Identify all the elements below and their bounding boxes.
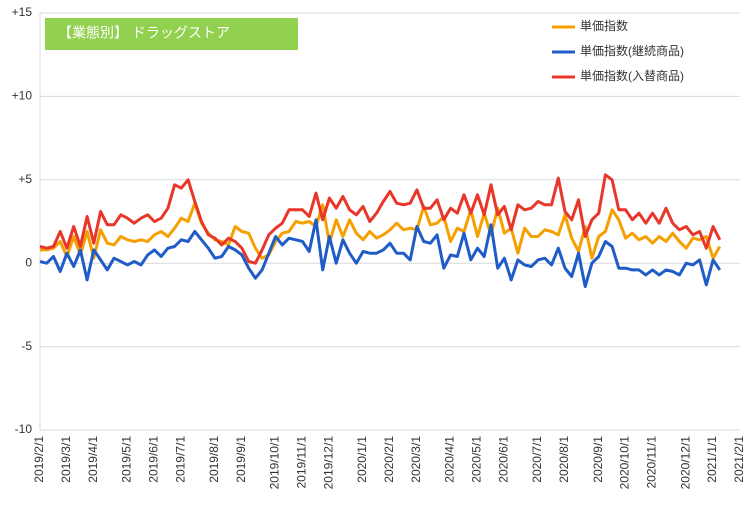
x-tick-label: 2020/7/1: [530, 436, 544, 483]
y-tick-label: 0: [25, 255, 32, 269]
legend-label: 単価指数: [580, 18, 628, 33]
x-tick-label: 2019/6/1: [147, 436, 161, 483]
x-tick-label: 2020/2/1: [382, 436, 396, 483]
x-tick-label: 2019/9/1: [234, 436, 248, 483]
x-tick-label: 2019/5/1: [120, 436, 134, 483]
y-tick-label: +5: [18, 172, 32, 186]
series-line: [40, 201, 722, 260]
legend-label: 単価指数(継続商品): [580, 43, 684, 58]
x-tick-label: 2020/12/1: [678, 436, 692, 490]
x-tick-label: 2019/12/1: [322, 436, 336, 490]
chart-title: 【業態別】 ドラッグストア: [58, 25, 230, 41]
y-tick-label: -10: [15, 422, 33, 436]
y-tick-label: +10: [12, 89, 33, 103]
x-tick-label: 2021/2/1: [732, 436, 745, 483]
x-tick-label: 2020/9/1: [591, 436, 605, 483]
y-tick-label: -5: [21, 339, 32, 353]
series-line: [39, 218, 722, 289]
x-tick-label: 2020/1/1: [355, 436, 369, 483]
title-box: [45, 18, 298, 50]
x-tick-label: 2020/5/1: [470, 436, 484, 483]
x-tick-label: 2019/10/1: [268, 436, 282, 490]
x-tick-label: 2019/4/1: [86, 436, 100, 483]
x-tick-label: 2020/8/1: [557, 436, 571, 483]
y-tick-label: +15: [12, 5, 33, 19]
x-tick-label: 2021/1/1: [705, 436, 719, 483]
x-tick-label: 2019/11/1: [295, 436, 309, 489]
x-tick-label: 2019/8/1: [207, 436, 221, 483]
legend-label: 単価指数(入替商品): [580, 68, 684, 83]
x-tick-label: 2020/10/1: [618, 436, 632, 490]
x-tick-label: 2019/2/1: [32, 436, 46, 483]
x-tick-label: 2019/3/1: [59, 436, 73, 483]
x-tick-label: 2020/3/1: [409, 436, 423, 483]
x-tick-label: 2020/6/1: [497, 436, 511, 483]
x-tick-label: 2020/4/1: [443, 436, 457, 483]
x-tick-label: 2020/11/1: [645, 436, 659, 489]
x-tick-label: 2019/7/1: [174, 436, 188, 483]
series-line: [39, 173, 722, 265]
